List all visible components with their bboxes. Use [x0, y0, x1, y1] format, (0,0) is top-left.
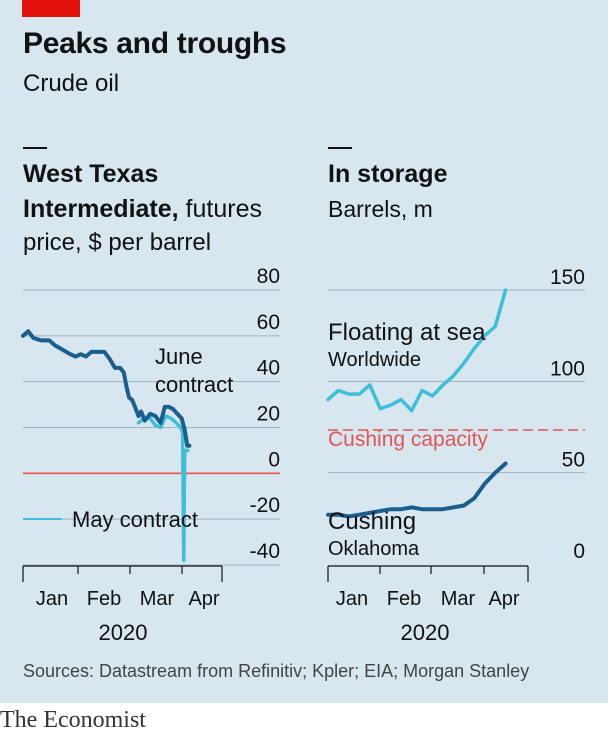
right-x-tick-label: Feb	[387, 588, 421, 610]
cushing-sublabel: Oklahoma	[328, 538, 420, 560]
source-note: Sources: Datastream from Refinitiv; Kple…	[23, 661, 530, 681]
right-y-tick-label: 100	[550, 357, 585, 380]
right-subtitle: Barrels, m	[328, 196, 433, 222]
left-title-line-1: West Texas	[23, 160, 158, 188]
cushing-capacity-label: Cushing capacity	[328, 428, 488, 451]
right-x-tick-label: Mar	[441, 588, 476, 610]
right-x-tick-label: Jan	[336, 588, 368, 610]
june-contract-line	[21, 329, 192, 448]
june-label-line-2: contract	[155, 372, 233, 397]
right-grid: 150 100 50 0 Jan Feb Mar Apr	[327, 266, 585, 610]
right-y-tick-label: 0	[573, 540, 585, 563]
left-y-tick-label: 40	[257, 357, 280, 380]
left-title-line-3: price, $ per barrel	[23, 229, 211, 256]
left-title-normal: futures	[179, 195, 262, 223]
left-title-line-2: Intermediate, futures	[23, 195, 262, 223]
right-y-tick-label: 50	[562, 449, 585, 472]
right-x-tick-label: Apr	[488, 588, 519, 610]
left-x-tick-label: Mar	[140, 588, 175, 610]
chart-subtitle: Crude oil	[23, 70, 120, 97]
left-x-year-label: 2020	[99, 620, 148, 645]
cushing-line	[326, 461, 508, 519]
right-x-year-label: 2020	[401, 620, 450, 645]
cushing-label: Cushing	[328, 508, 416, 535]
left-title-bold: Intermediate,	[23, 195, 179, 223]
economist-wordmark: The Economist	[0, 707, 146, 733]
left-y-tick-label: -40	[250, 540, 280, 563]
left-y-tick-label: -20	[250, 494, 280, 517]
left-y-tick-label: 60	[257, 311, 280, 334]
left-y-tick-label: 0	[268, 448, 280, 471]
floating-sublabel: Worldwide	[328, 349, 421, 371]
chart-title: Peaks and troughs	[23, 27, 287, 60]
left-series-group	[21, 329, 192, 563]
charts-svg: West Texas Intermediate, futures price, …	[21, 147, 585, 645]
floating-label: Floating at sea	[328, 319, 486, 346]
left-y-tick-label: 20	[257, 403, 280, 426]
floating-at-sea-line	[326, 288, 508, 413]
may-contract-line	[136, 414, 190, 563]
may-label: May contract	[72, 507, 198, 532]
june-label-line-1: June	[155, 344, 203, 369]
right-series-group	[326, 288, 508, 519]
left-grid: 80 60 40 20 0 -20 -40 Jan Feb Mar Apr	[22, 265, 280, 610]
left-x-tick-label: Jan	[36, 588, 68, 610]
right-y-tick-label: 150	[550, 266, 585, 289]
brand-red-tag	[22, 0, 80, 17]
right-title: In storage	[328, 160, 448, 188]
left-y-tick-label: 80	[257, 265, 280, 288]
left-x-tick-label: Apr	[188, 588, 219, 610]
left-x-tick-label: Feb	[87, 588, 121, 610]
